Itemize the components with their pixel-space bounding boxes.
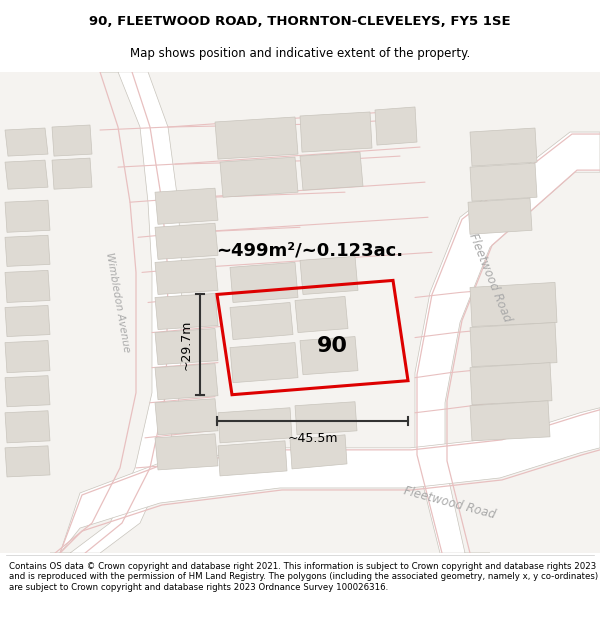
Text: ~29.7m: ~29.7m [179,319,193,370]
Polygon shape [295,402,357,435]
Polygon shape [470,362,552,405]
Polygon shape [300,152,363,190]
Polygon shape [5,411,50,443]
Polygon shape [300,256,358,294]
Polygon shape [230,342,298,382]
Polygon shape [5,235,50,266]
Polygon shape [155,329,218,364]
Text: ~499m²/~0.123ac.: ~499m²/~0.123ac. [217,241,404,259]
Polygon shape [468,198,532,234]
Polygon shape [52,125,92,156]
Polygon shape [5,446,50,477]
Polygon shape [375,107,417,145]
Text: Fleetwood Road: Fleetwood Road [403,484,497,521]
Polygon shape [230,262,298,302]
Polygon shape [470,128,537,166]
Polygon shape [5,128,48,156]
Text: 90, FLEETWOOD ROAD, THORNTON-CLEVELEYS, FY5 1SE: 90, FLEETWOOD ROAD, THORNTON-CLEVELEYS, … [89,15,511,28]
Text: Fleetwood Road: Fleetwood Road [466,231,514,324]
Polygon shape [218,441,287,476]
Polygon shape [50,72,182,553]
Polygon shape [155,223,218,259]
Polygon shape [5,306,50,336]
Polygon shape [60,408,600,553]
Polygon shape [155,399,218,435]
Text: ~45.5m: ~45.5m [287,432,338,446]
Polygon shape [155,258,218,294]
Polygon shape [155,434,218,470]
Polygon shape [470,401,550,441]
Polygon shape [470,282,557,326]
Polygon shape [0,72,600,553]
Polygon shape [415,132,600,553]
Polygon shape [5,376,50,407]
Text: Contains OS data © Crown copyright and database right 2021. This information is : Contains OS data © Crown copyright and d… [9,562,598,591]
Polygon shape [230,302,293,339]
Polygon shape [52,158,92,189]
Polygon shape [220,157,298,198]
Polygon shape [300,112,372,152]
Polygon shape [218,408,292,443]
Text: Wimbledon Avenue: Wimbledon Avenue [104,252,132,353]
Text: Map shows position and indicative extent of the property.: Map shows position and indicative extent… [130,48,470,61]
Polygon shape [155,294,218,329]
Polygon shape [470,322,557,367]
Polygon shape [5,341,50,372]
Polygon shape [290,435,347,469]
Polygon shape [295,296,348,333]
Polygon shape [5,271,50,302]
Polygon shape [155,188,218,224]
Polygon shape [155,364,218,400]
Polygon shape [215,117,298,159]
Text: 90: 90 [317,336,348,356]
Polygon shape [5,200,50,232]
Polygon shape [300,336,358,374]
Polygon shape [470,163,537,201]
Polygon shape [5,160,48,189]
